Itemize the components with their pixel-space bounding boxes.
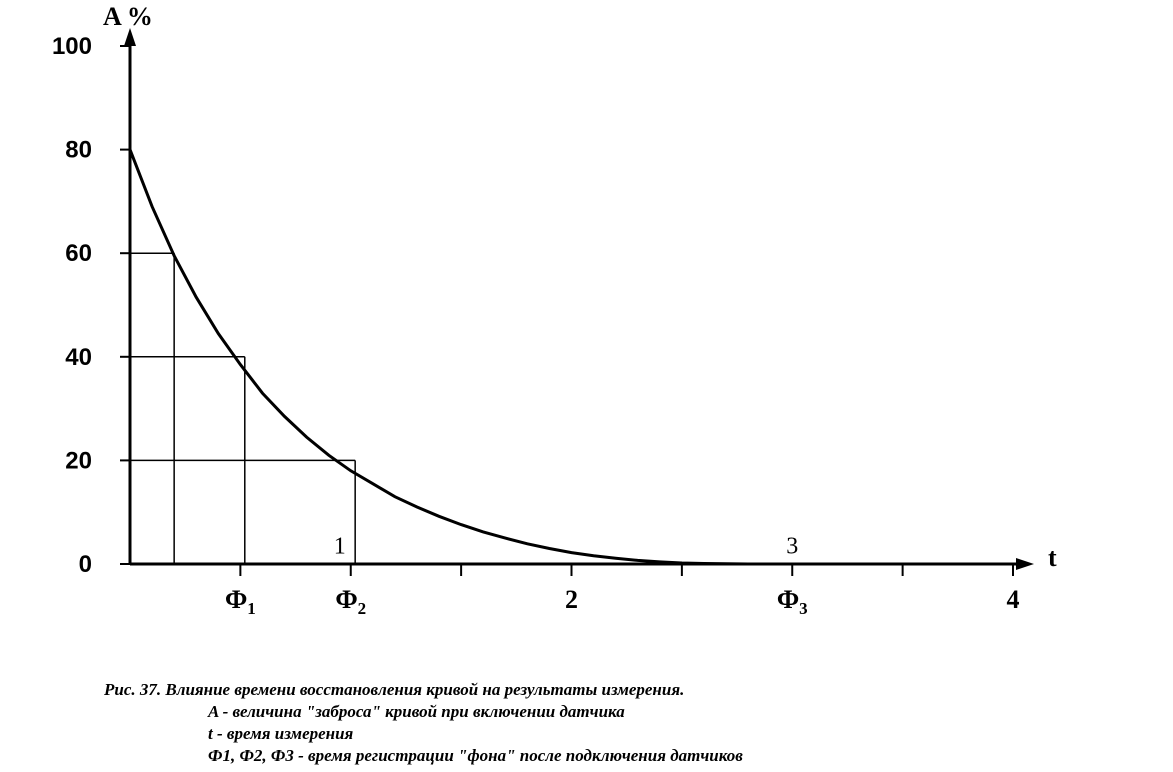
x-tick-label: Ф1 <box>225 585 256 618</box>
y-tick-label: 100 <box>52 33 92 60</box>
y-axis <box>124 28 136 564</box>
series-line <box>128 149 1013 566</box>
x-tick-label: Ф3 <box>777 585 808 618</box>
caption-line: A - величина "заброса" кривой при включе… <box>208 702 625 721</box>
x-tick-label: 2 <box>565 585 578 614</box>
y-tick-label: 60 <box>65 240 92 267</box>
y-tick-label: 80 <box>65 137 92 164</box>
curve-label: 3 <box>786 534 798 560</box>
x-tick-label: Ф2 <box>335 585 366 618</box>
x-tick-labels: Ф1 Ф2 2 Ф3 4 <box>225 585 1020 618</box>
y-ticks: 0 20 40 60 80 100 <box>52 33 130 578</box>
caption-line: t - время измерения <box>208 724 354 743</box>
x-axis-arrow <box>1016 558 1034 570</box>
x-ticks <box>239 564 1014 576</box>
caption-title: Рис. 37. Влияние времени восстановления … <box>104 680 685 699</box>
y-axis-label: A % <box>103 2 153 31</box>
caption-line: Ф1, Ф2, Ф3 - время регистрации "фона" по… <box>208 746 743 765</box>
curve-label: 1 <box>334 534 346 560</box>
y-tick-label: 20 <box>65 447 92 474</box>
figure-caption: Рис. 37. Влияние времени восстановления … <box>104 679 1164 767</box>
x-tick-label: 4 <box>1007 585 1020 614</box>
y-tick-label: 0 <box>79 551 92 578</box>
y-axis-arrow <box>124 28 136 46</box>
ref-lines <box>130 252 356 564</box>
x-axis-label: t <box>1048 543 1057 572</box>
y-tick-label: 40 <box>65 344 92 371</box>
